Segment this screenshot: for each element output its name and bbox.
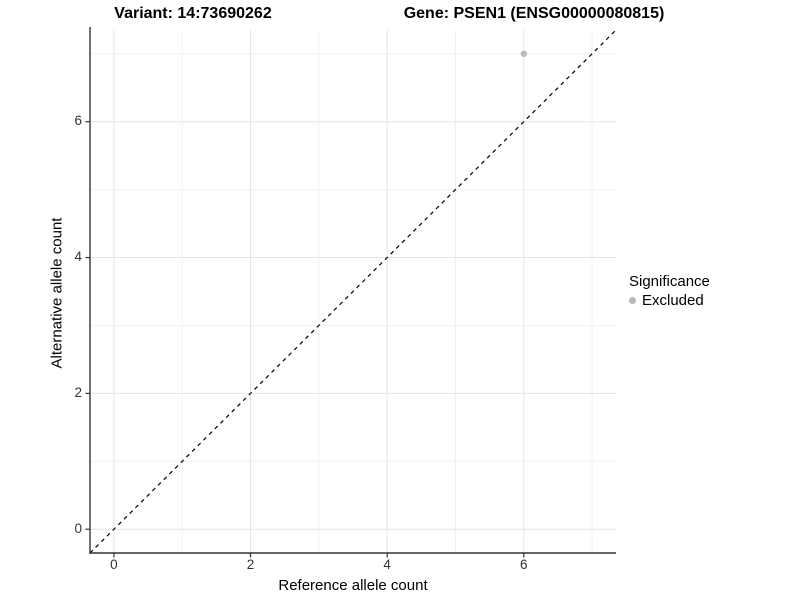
x-tick-label: 4: [383, 557, 391, 572]
legend: Significance Excluded: [629, 273, 710, 309]
y-axis-label: Alternative allele count: [48, 217, 66, 369]
x-axis-label: Reference allele count: [278, 577, 428, 594]
data-point-excluded: [520, 50, 527, 57]
legend-item-excluded: Excluded: [629, 292, 710, 309]
plot-title-variant: Variant: 14:73690262: [114, 5, 272, 22]
y-tick-label: 0: [74, 520, 82, 536]
x-tick-label: 6: [520, 557, 528, 572]
identity-line: [89, 29, 617, 554]
y-tick-label: 6: [74, 113, 82, 129]
plot-title-gene: Gene: PSEN1 (ENSG00000080815): [403, 5, 665, 22]
excluded-marker-icon: [629, 297, 636, 304]
x-tick-label: 2: [246, 557, 255, 572]
x-tick-label: 0: [110, 557, 118, 572]
y-tick-label: 2: [74, 384, 82, 400]
legend-item-label: Excluded: [642, 292, 704, 309]
y-tick-label: 4: [74, 249, 82, 265]
legend-title: Significance: [629, 273, 710, 290]
